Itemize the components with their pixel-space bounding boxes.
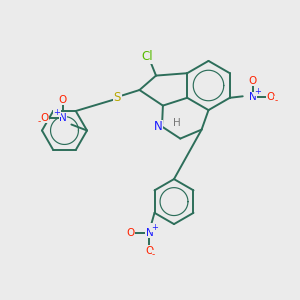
Text: +: + [54,108,60,117]
Text: N: N [59,113,67,123]
Text: O: O [249,76,257,86]
Text: N: N [146,228,153,238]
Text: S: S [114,91,121,104]
Text: N: N [249,92,257,102]
Text: -: - [275,96,278,105]
Text: -: - [38,117,40,126]
Text: O: O [40,113,49,123]
Text: +: + [254,87,261,96]
Text: +: + [151,223,158,232]
Text: O: O [59,95,67,105]
Text: -: - [152,250,155,259]
Text: N: N [154,120,163,133]
Text: O: O [267,92,275,102]
Text: Cl: Cl [142,50,153,64]
Text: H: H [172,118,180,128]
Text: O: O [127,228,135,238]
Text: O: O [145,246,154,256]
